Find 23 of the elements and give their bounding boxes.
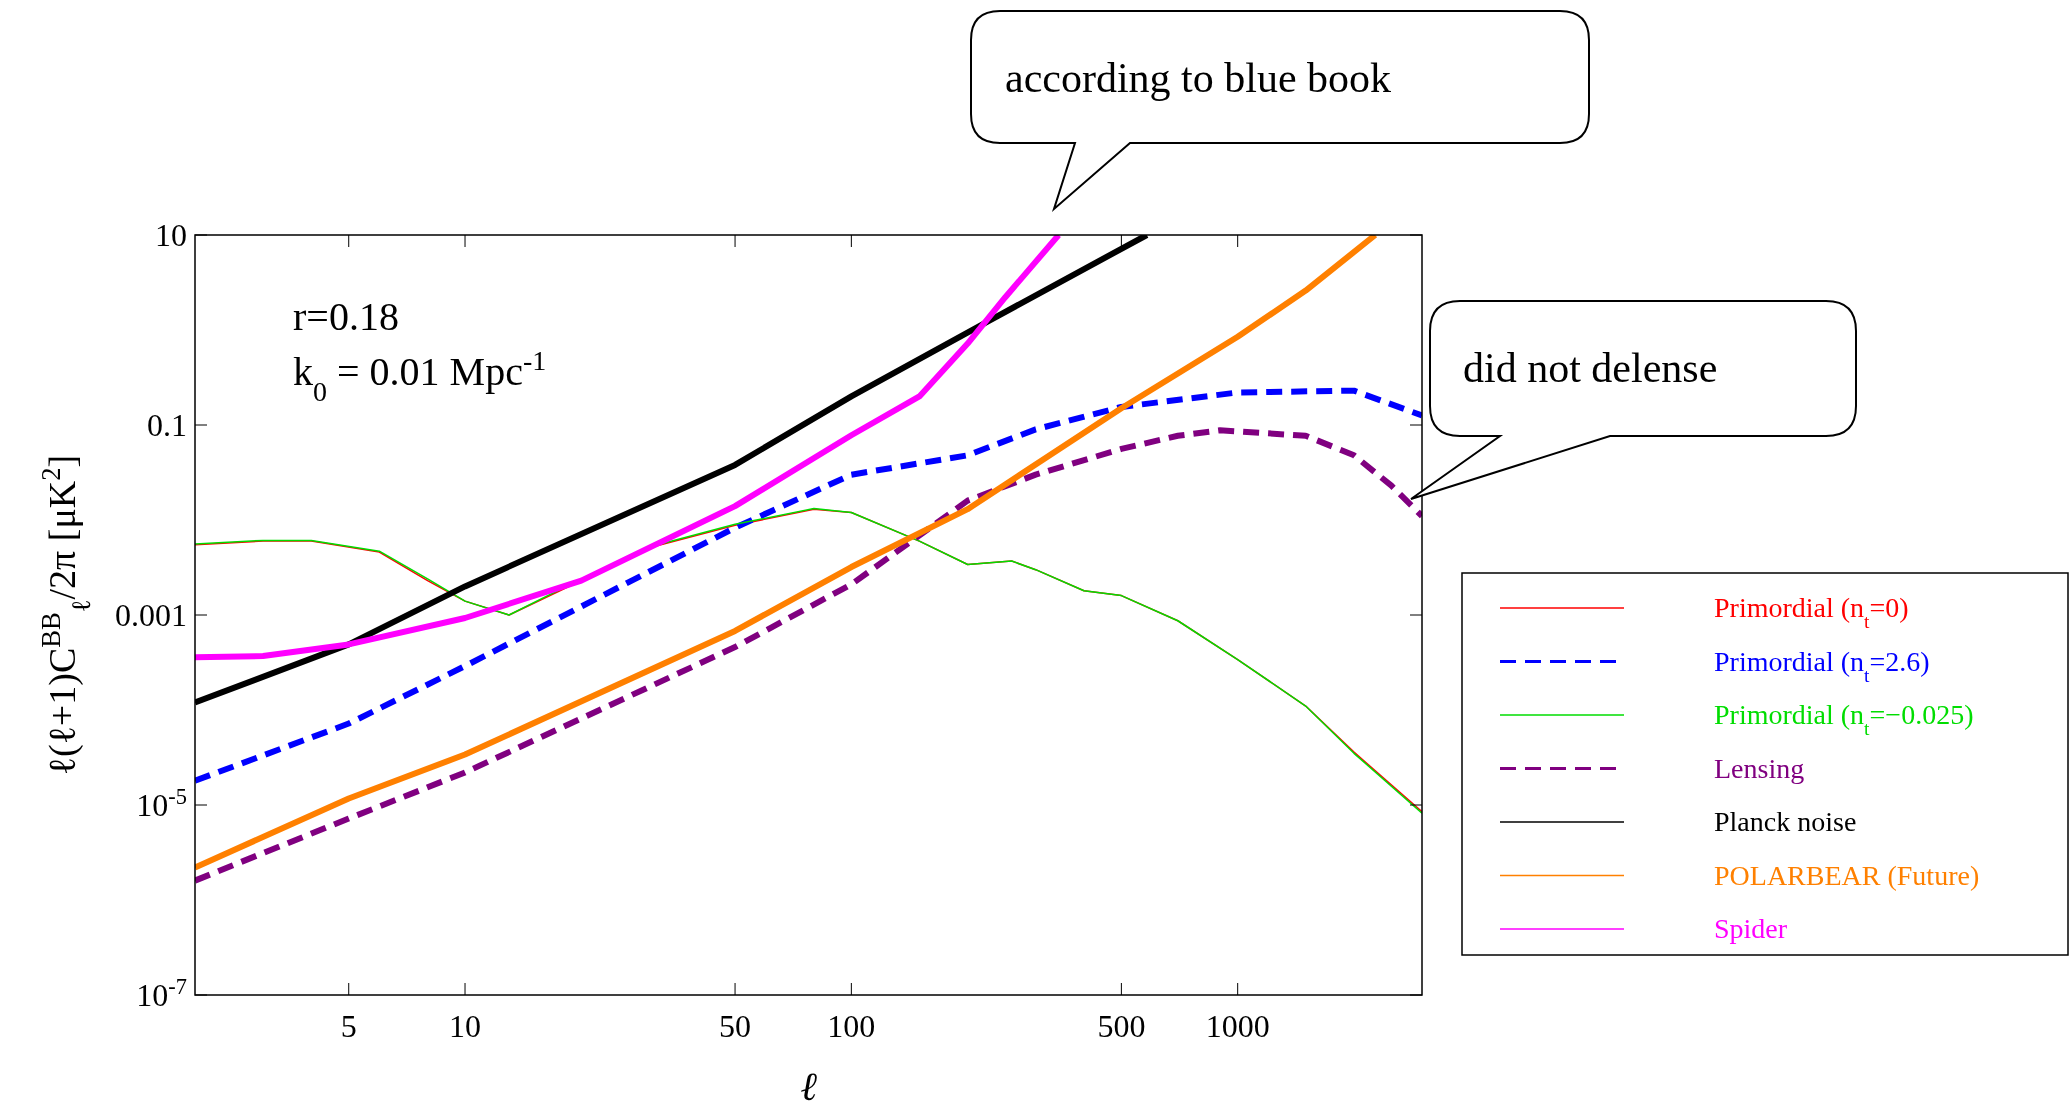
text: Lensing xyxy=(1714,752,1805,784)
text: POLARBEAR (Future) xyxy=(1714,859,1980,891)
x-tick-label: 5 xyxy=(340,1008,357,1044)
text: Primordial (n$_{t}$=2.6) xyxy=(1714,645,1930,685)
x-tick-label: 1000 xyxy=(1205,1008,1270,1044)
annotation: r=0.18 xyxy=(293,294,399,339)
text: according to blue book xyxy=(1005,55,1392,101)
x-tick-label: 100 xyxy=(827,1008,876,1044)
x-axis-title: ℓ xyxy=(800,1064,818,1109)
y-tick-label: 0.1 xyxy=(147,407,187,443)
text: Spider xyxy=(1714,913,1788,944)
x-tick-label: 50 xyxy=(719,1008,752,1044)
text: Primordial (n$_{t}$=0) xyxy=(1714,592,1909,632)
text: Primordial (n$_{t}$=−0.025) xyxy=(1714,699,1974,739)
y-tick-label: 10$^{-5}$ xyxy=(136,783,187,823)
annotation: k$_{0}$ = 0.01 Mpc$^{-1}$ xyxy=(293,344,547,407)
y-tick-label: 10$^{-7}$ xyxy=(136,973,187,1013)
y-tick-label: 0.001 xyxy=(115,597,187,633)
text: Planck noise xyxy=(1714,806,1857,837)
text: did not delense xyxy=(1463,345,1718,391)
y-tick-label: 10 xyxy=(155,217,187,253)
x-tick-label: 500 xyxy=(1097,1008,1146,1044)
x-tick-label: 10 xyxy=(449,1008,482,1044)
